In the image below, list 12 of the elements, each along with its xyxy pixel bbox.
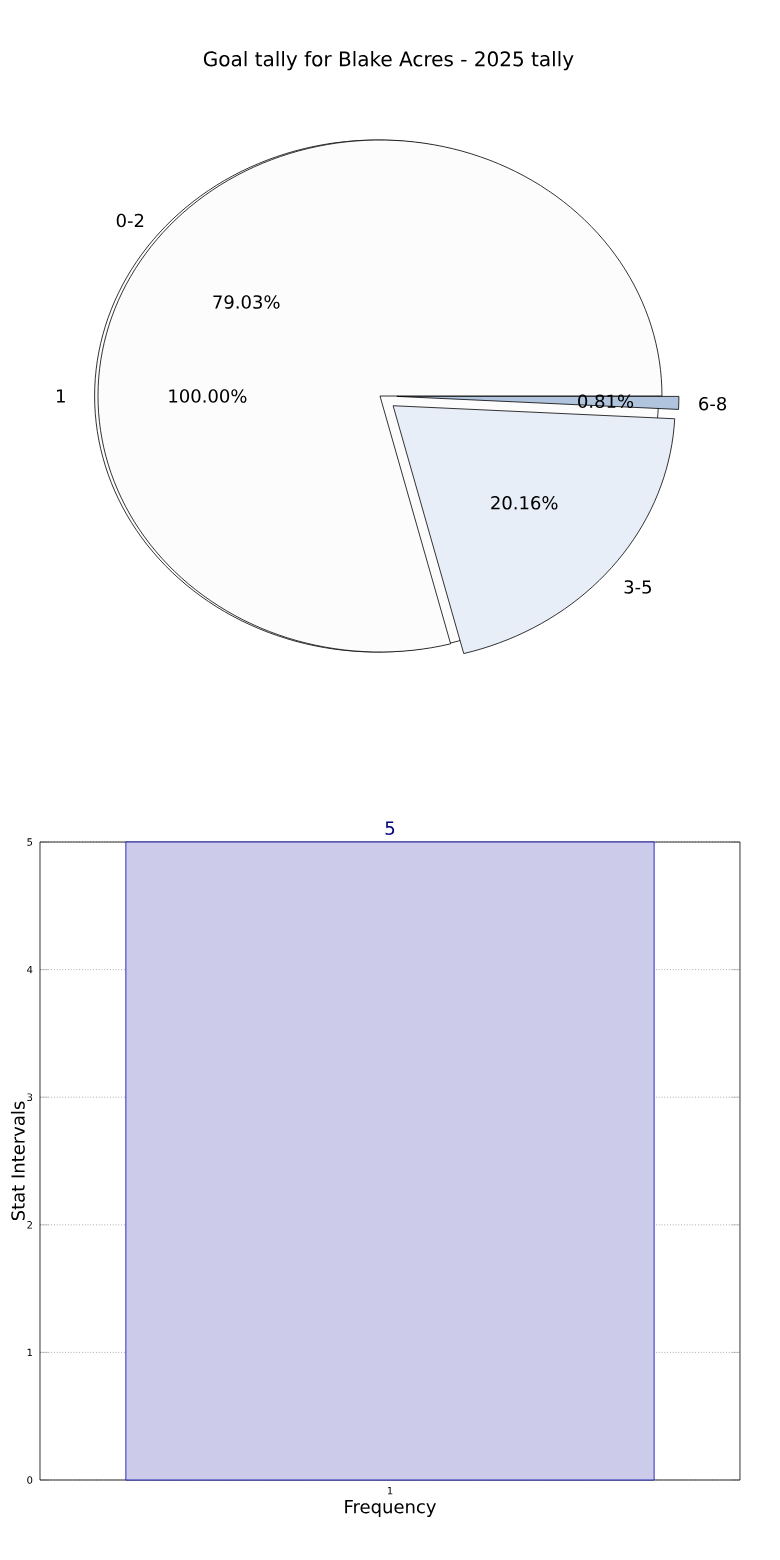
data-label: 20.16% [491, 496, 558, 510]
slice-label: 0-2 [116, 213, 144, 228]
data-label: 79.03% [213, 295, 280, 309]
data-label: 0.81% [578, 394, 634, 409]
slice-label: 1 [57, 389, 65, 403]
data-label: 100.00% [169, 389, 247, 403]
y-axis-title: Stat Intervals [10, 1101, 25, 1221]
slice-label: 3-5 [624, 580, 651, 594]
data-label: 5 [385, 821, 395, 835]
x-axis-title: Frequency [345, 1500, 436, 1517]
slice-label: 6-8 [699, 396, 727, 411]
chart-title: Goal tally for Blake Acres - 2025 tally [203, 50, 574, 71]
